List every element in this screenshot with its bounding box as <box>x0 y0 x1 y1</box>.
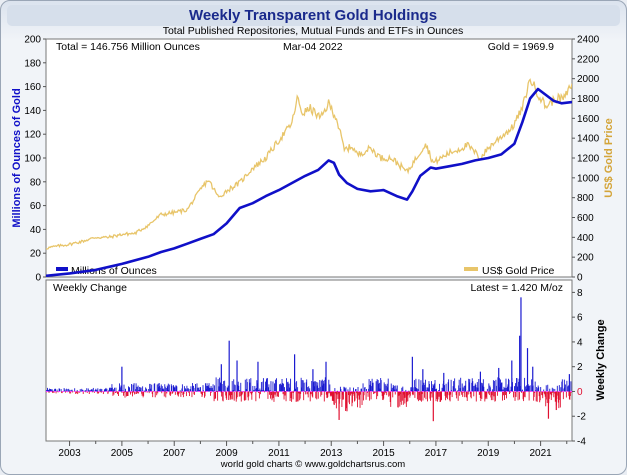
y-lower-tick-label: 4 <box>577 337 583 348</box>
x-tick-label: 2015 <box>372 448 395 459</box>
x-tick-label: 2007 <box>163 448 186 459</box>
y-right-tick-label: 200 <box>577 253 594 264</box>
y-right-tick-label: 1400 <box>577 134 600 145</box>
legend-price-label: US$ Gold Price <box>482 265 555 277</box>
y-left-tick-label: 0 <box>35 273 41 284</box>
y-right-tick-label: 2000 <box>577 74 600 85</box>
y-left-tick-label: 60 <box>30 201 42 212</box>
y-axis-lower-title: Weekly Change <box>595 319 607 400</box>
y-lower-tick-label: 2 <box>577 362 583 373</box>
y-right-tick-label: 1200 <box>577 154 600 165</box>
x-tick-label: 2017 <box>425 448 448 459</box>
holdings-line <box>46 87 572 277</box>
chart-subtitle: Total Published Repositories, Mutual Fun… <box>163 25 464 37</box>
y-left-tick-label: 40 <box>30 225 42 236</box>
y-right-tick-label: 800 <box>577 193 594 204</box>
y-left-tick-label: 80 <box>30 177 42 188</box>
y-left-tick-label: 20 <box>30 249 42 260</box>
y-right-tick-label: 1000 <box>577 173 600 184</box>
y-right-tick-label: 600 <box>577 213 594 224</box>
lower-panel <box>45 279 573 442</box>
x-tick-label: 2003 <box>58 448 81 459</box>
y-left-tick-label: 120 <box>24 130 41 141</box>
title-band <box>7 5 620 26</box>
y-lower-tick-label: -2 <box>577 412 586 423</box>
legend-holdings-swatch <box>56 267 68 271</box>
y-lower-tick-label: 0 <box>577 387 583 398</box>
legend-holdings-label: Millions of Ounces <box>71 265 157 277</box>
y-left-tick-label: 200 <box>24 35 41 46</box>
latest-label: Latest = 1.420 M/oz <box>470 282 563 294</box>
y-right-tick-label: 2400 <box>577 35 600 46</box>
x-tick-label: 2009 <box>215 448 238 459</box>
total-label: Total = 146.756 Million Ounces <box>56 41 200 53</box>
y-axis-left-title: Millions of Ounces of Gold <box>11 88 23 227</box>
y-left-tick-label: 100 <box>24 154 41 165</box>
gold-price-label: Gold = 1969.9 <box>488 41 554 53</box>
y-lower-tick-label: -4 <box>577 437 586 448</box>
chart-title: Weekly Transparent Gold Holdings <box>189 7 437 24</box>
footer-credit: world gold charts © www.goldchartsrus.co… <box>220 459 405 470</box>
x-tick-label: 2011 <box>268 448 290 459</box>
y-right-tick-label: 400 <box>577 233 594 244</box>
gold-price-line <box>46 78 572 250</box>
y-right-tick-label: 2200 <box>577 54 600 65</box>
y-right-tick-label: 0 <box>577 273 583 284</box>
y-right-tick-label: 1800 <box>577 94 600 105</box>
x-tick-label: 2005 <box>111 448 134 459</box>
legend-price-swatch <box>464 267 478 271</box>
x-tick-label: 2019 <box>477 448 500 459</box>
y-left-tick-label: 160 <box>24 82 41 93</box>
x-tick-label: 2021 <box>529 448 552 459</box>
y-left-tick-label: 180 <box>24 58 41 69</box>
y-lower-tick-label: 6 <box>577 313 583 324</box>
y-axis-right-title: US$ Gold Price <box>603 118 615 197</box>
y-right-tick-label: 1600 <box>577 114 600 125</box>
date-label: Mar-04 2022 <box>283 41 343 53</box>
y-left-tick-label: 140 <box>24 106 41 117</box>
lower-panel-title: Weekly Change <box>53 282 127 294</box>
y-lower-tick-label: 8 <box>577 288 583 299</box>
x-tick-label: 2013 <box>320 448 343 459</box>
